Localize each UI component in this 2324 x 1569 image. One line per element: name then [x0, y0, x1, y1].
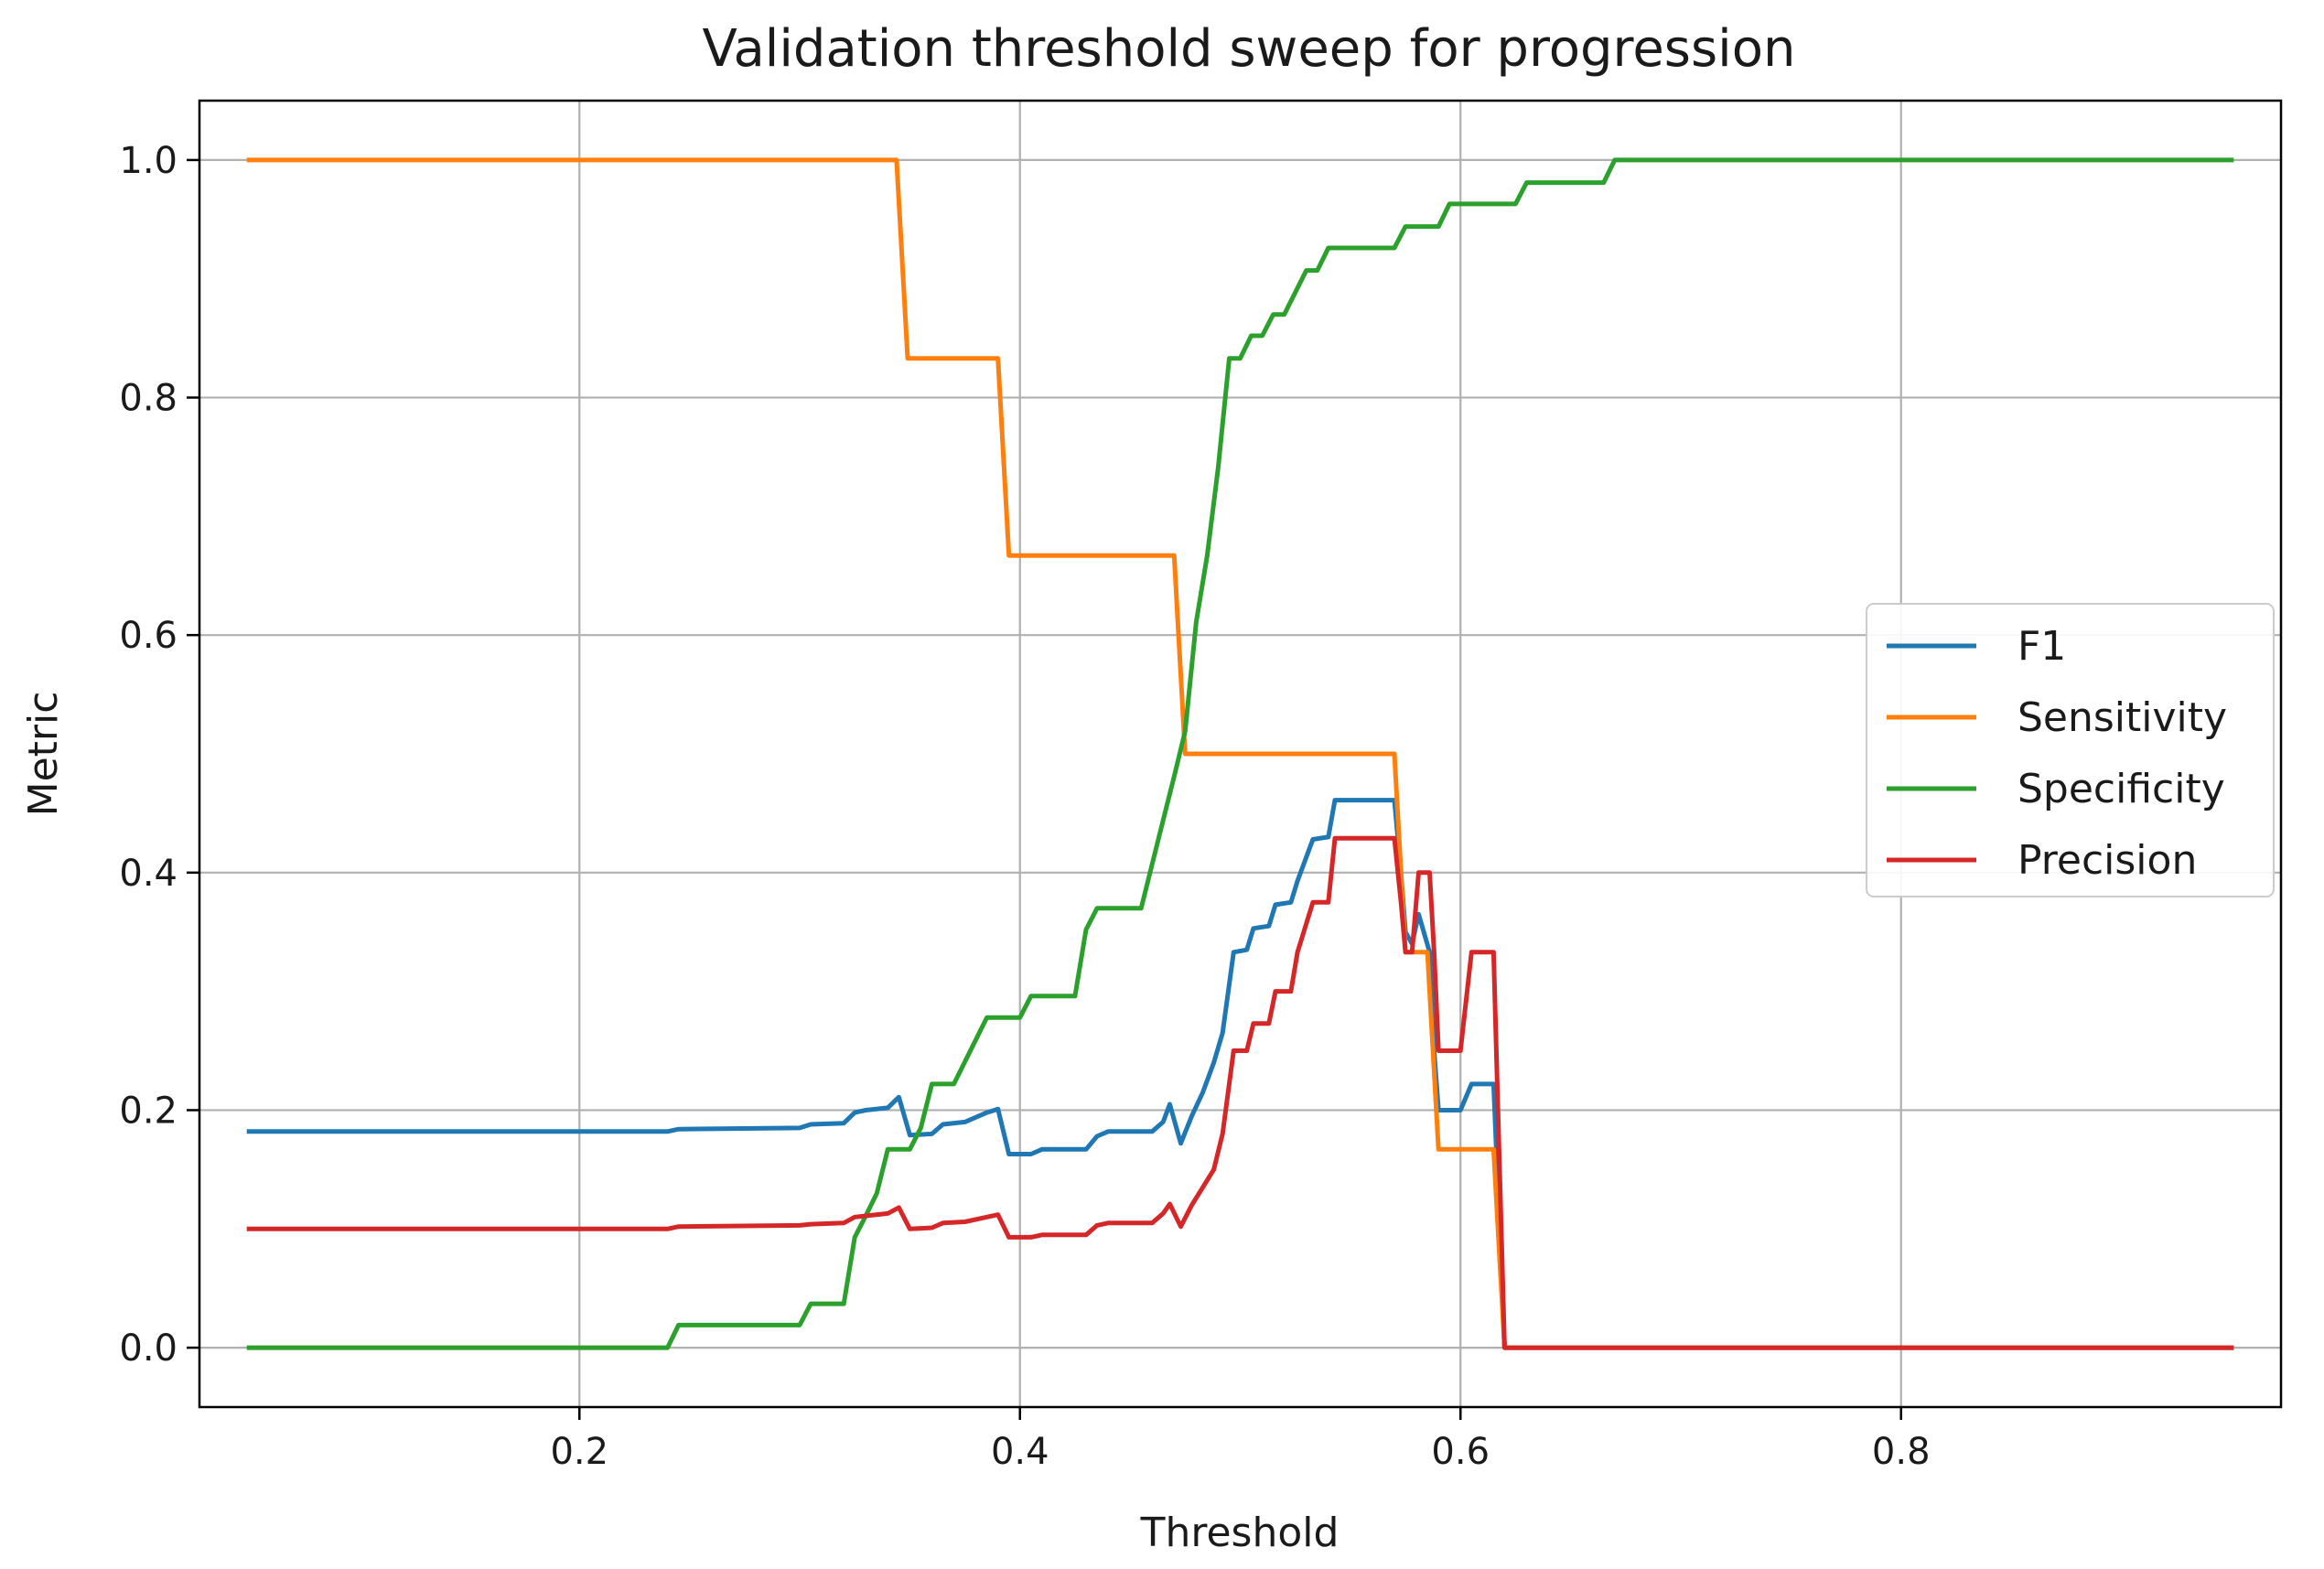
x-tick-label: 0.2 [550, 1431, 608, 1473]
x-axis-label: Threshold [1140, 1510, 1340, 1556]
y-tick-label: 0.0 [119, 1327, 178, 1370]
series-line-precision [246, 835, 2234, 1350]
x-tick-label: 0.6 [1431, 1431, 1490, 1473]
y-tick-label: 0.6 [119, 615, 178, 657]
legend-label-precision: Precision [2017, 837, 2197, 884]
x-tick-label: 0.8 [1872, 1431, 1931, 1473]
chart-title: Validation threshold sweep for progressi… [703, 19, 1796, 79]
series-line-sensitivity [246, 157, 2234, 1350]
legend: F1 Sensitivity Specificity Precision [1866, 603, 2275, 897]
plot-frame [198, 99, 2283, 1409]
axis-ticks: 0.2 0.4 0.6 0.8 0.0 0.2 0.4 0.6 0.8 1.0 [119, 140, 1930, 1473]
legend-label-sensitivity: Sensitivity [2017, 694, 2227, 741]
y-axis-label: Metric [20, 692, 67, 817]
y-tick-label: 1.0 [119, 140, 178, 182]
legend-label-specificity: Specificity [2017, 766, 2225, 812]
y-tick-label: 0.4 [119, 853, 178, 895]
y-tick-label: 0.8 [119, 378, 178, 420]
y-tick-label: 0.2 [119, 1090, 178, 1132]
legend-box [1866, 603, 2275, 897]
x-tick-label: 0.4 [991, 1431, 1049, 1473]
series-line-specificity [246, 157, 2234, 1350]
legend-label-f1: F1 [2017, 623, 2066, 670]
series-lines [246, 157, 2234, 1350]
